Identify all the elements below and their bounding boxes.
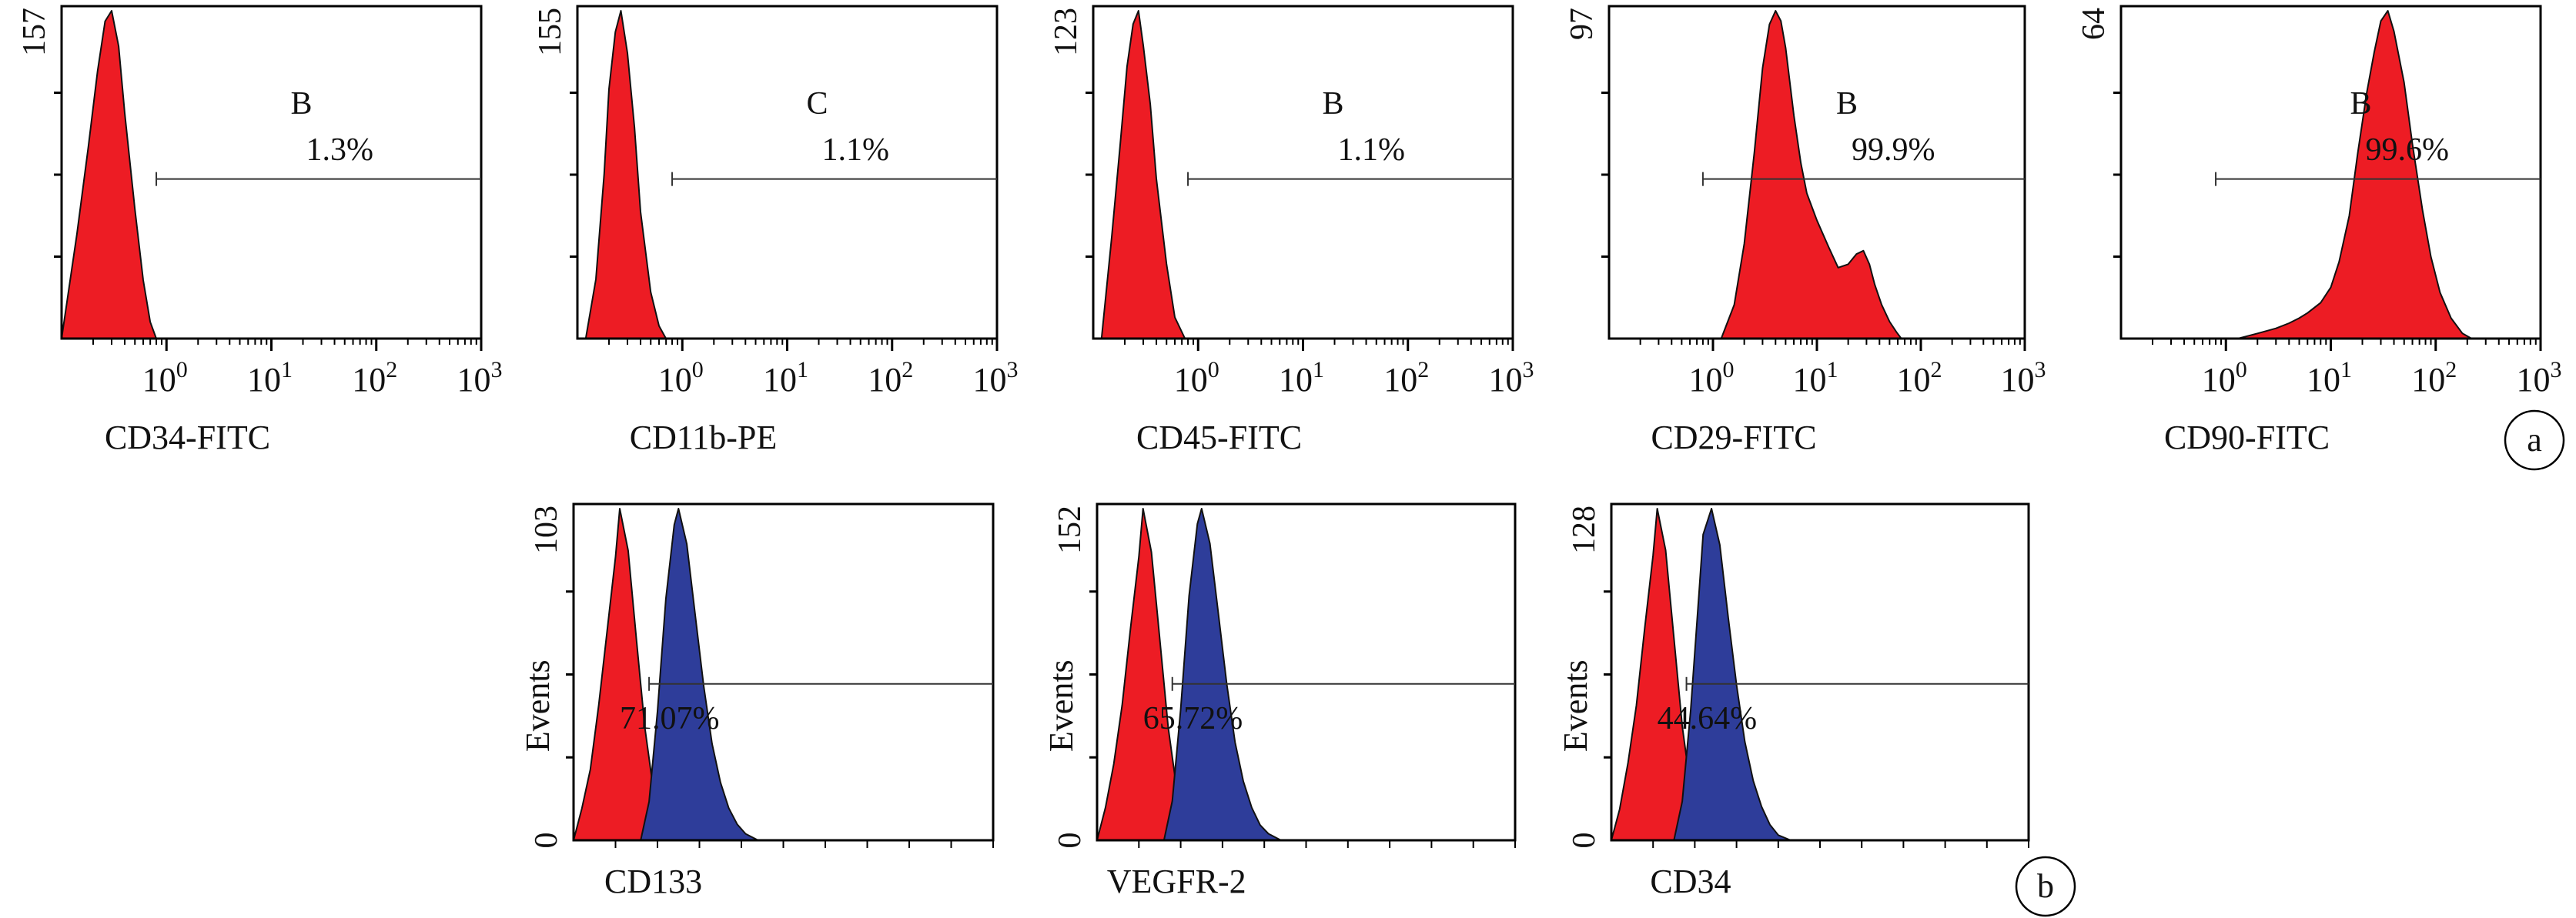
gate-label: B <box>291 86 313 122</box>
y-max-label: 128 <box>1567 506 1602 554</box>
stained-histogram <box>1163 508 1282 841</box>
gate-label: C <box>807 86 828 122</box>
x-tick-label: 101 <box>1793 357 1838 399</box>
x-axis-label: VEGFR-2 <box>1107 863 1246 900</box>
x-tick-label: 100 <box>1174 357 1219 399</box>
y-max-label: 152 <box>1052 506 1088 554</box>
x-axis-label: CD11b-PE <box>630 419 778 456</box>
panel-label-text: b <box>2037 867 2054 905</box>
y-max-label: 97 <box>1564 8 1600 40</box>
gate-percentage: 99.9% <box>1852 132 1935 168</box>
x-tick-label: 100 <box>658 357 704 399</box>
histogram-panel-6: 71.07% 103 0 Events CD133 <box>519 502 995 900</box>
control-histogram <box>2236 10 2473 339</box>
gate-label: B <box>2350 86 2372 122</box>
panel-label-circle <box>2015 856 2076 917</box>
gate-percentage: 65.72% <box>1143 701 1243 736</box>
gate-percentage: 99.6% <box>2366 132 2450 168</box>
y-axis-label: Events <box>519 659 557 752</box>
stained-histogram <box>640 508 759 841</box>
x-tick-label: 102 <box>352 357 397 399</box>
panel-label-text: a <box>2527 421 2542 459</box>
y-max-label: 123 <box>1049 8 1084 56</box>
histogram-panel-1: B 1.3% 157 100 101 102 103 CD34-FITC <box>17 5 503 456</box>
x-tick-label: 100 <box>1689 357 1735 399</box>
gate-percentage: 71.07% <box>620 701 720 736</box>
x-axis-label: CD34-FITC <box>105 419 270 456</box>
y-min-label: 0 <box>1567 833 1602 849</box>
y-axis-label: Events <box>1557 659 1594 752</box>
histogram-panel-7: 65.72% 152 0 Events VEGFR-2 <box>1042 502 1517 900</box>
gate-percentage: 1.3% <box>306 132 374 168</box>
x-tick-label: 102 <box>2411 357 2457 399</box>
control-histogram <box>1100 10 1186 339</box>
x-tick-label: 103 <box>973 357 1019 399</box>
x-tick-label: 103 <box>457 357 503 399</box>
panel-label-circle <box>2504 409 2565 471</box>
x-tick-label: 103 <box>2517 357 2562 399</box>
x-tick-label: 102 <box>1897 357 1942 399</box>
x-axis-label: CD45-FITC <box>1136 419 1302 456</box>
gate-label: B <box>1836 86 1858 122</box>
x-axis-label: CD133 <box>604 863 702 900</box>
gate-percentage: 44.64% <box>1658 701 1758 736</box>
gate-percentage: 1.1% <box>1338 132 1406 168</box>
x-tick-label: 102 <box>1383 357 1429 399</box>
stained-histogram <box>1673 508 1792 841</box>
y-axis-label: Events <box>1042 659 1080 752</box>
x-axis-label: CD90-FITC <box>2164 419 2330 456</box>
panel-label-a: a <box>2504 409 2565 471</box>
y-max-label: 103 <box>529 506 564 554</box>
y-min-label: 0 <box>529 833 564 849</box>
histogram-panel-5: B 99.6% 64 100 101 102 103 CD90-FITC <box>2076 5 2562 456</box>
x-tick-label: 100 <box>142 357 188 399</box>
y-min-label: 0 <box>1052 833 1088 849</box>
x-tick-label: 103 <box>2001 357 2046 399</box>
x-tick-label: 101 <box>2307 357 2352 399</box>
gate-percentage: 1.1% <box>822 132 890 168</box>
histogram-panel-4: B 99.9% 97 100 101 102 103 CD29-FITC <box>1564 5 2046 456</box>
control-histogram <box>61 10 157 339</box>
x-tick-label: 102 <box>868 357 913 399</box>
y-max-label: 64 <box>2076 8 2112 40</box>
x-tick-label: 101 <box>247 357 293 399</box>
gate-label: B <box>1323 86 1344 122</box>
y-max-label: 157 <box>17 8 52 56</box>
x-axis-label: CD34 <box>1650 863 1731 900</box>
control-histogram <box>1720 10 1902 339</box>
histogram-panel-3: B 1.1% 123 100 101 102 103 CD45-FITC <box>1049 5 1534 456</box>
x-axis-label: CD29-FITC <box>1651 419 1816 456</box>
histogram-panel-8: 44.64% 128 0 Events CD34 <box>1557 502 2030 900</box>
x-tick-label: 101 <box>1279 357 1324 399</box>
panel-label-b: b <box>2015 856 2076 917</box>
x-tick-label: 100 <box>2202 357 2247 399</box>
control-histogram <box>584 10 667 339</box>
histogram-panel-2: C 1.1% 155 100 101 102 103 CD11b-PE <box>533 5 1019 456</box>
y-max-label: 155 <box>533 8 568 56</box>
x-tick-label: 101 <box>763 357 808 399</box>
x-tick-label: 103 <box>1489 357 1534 399</box>
